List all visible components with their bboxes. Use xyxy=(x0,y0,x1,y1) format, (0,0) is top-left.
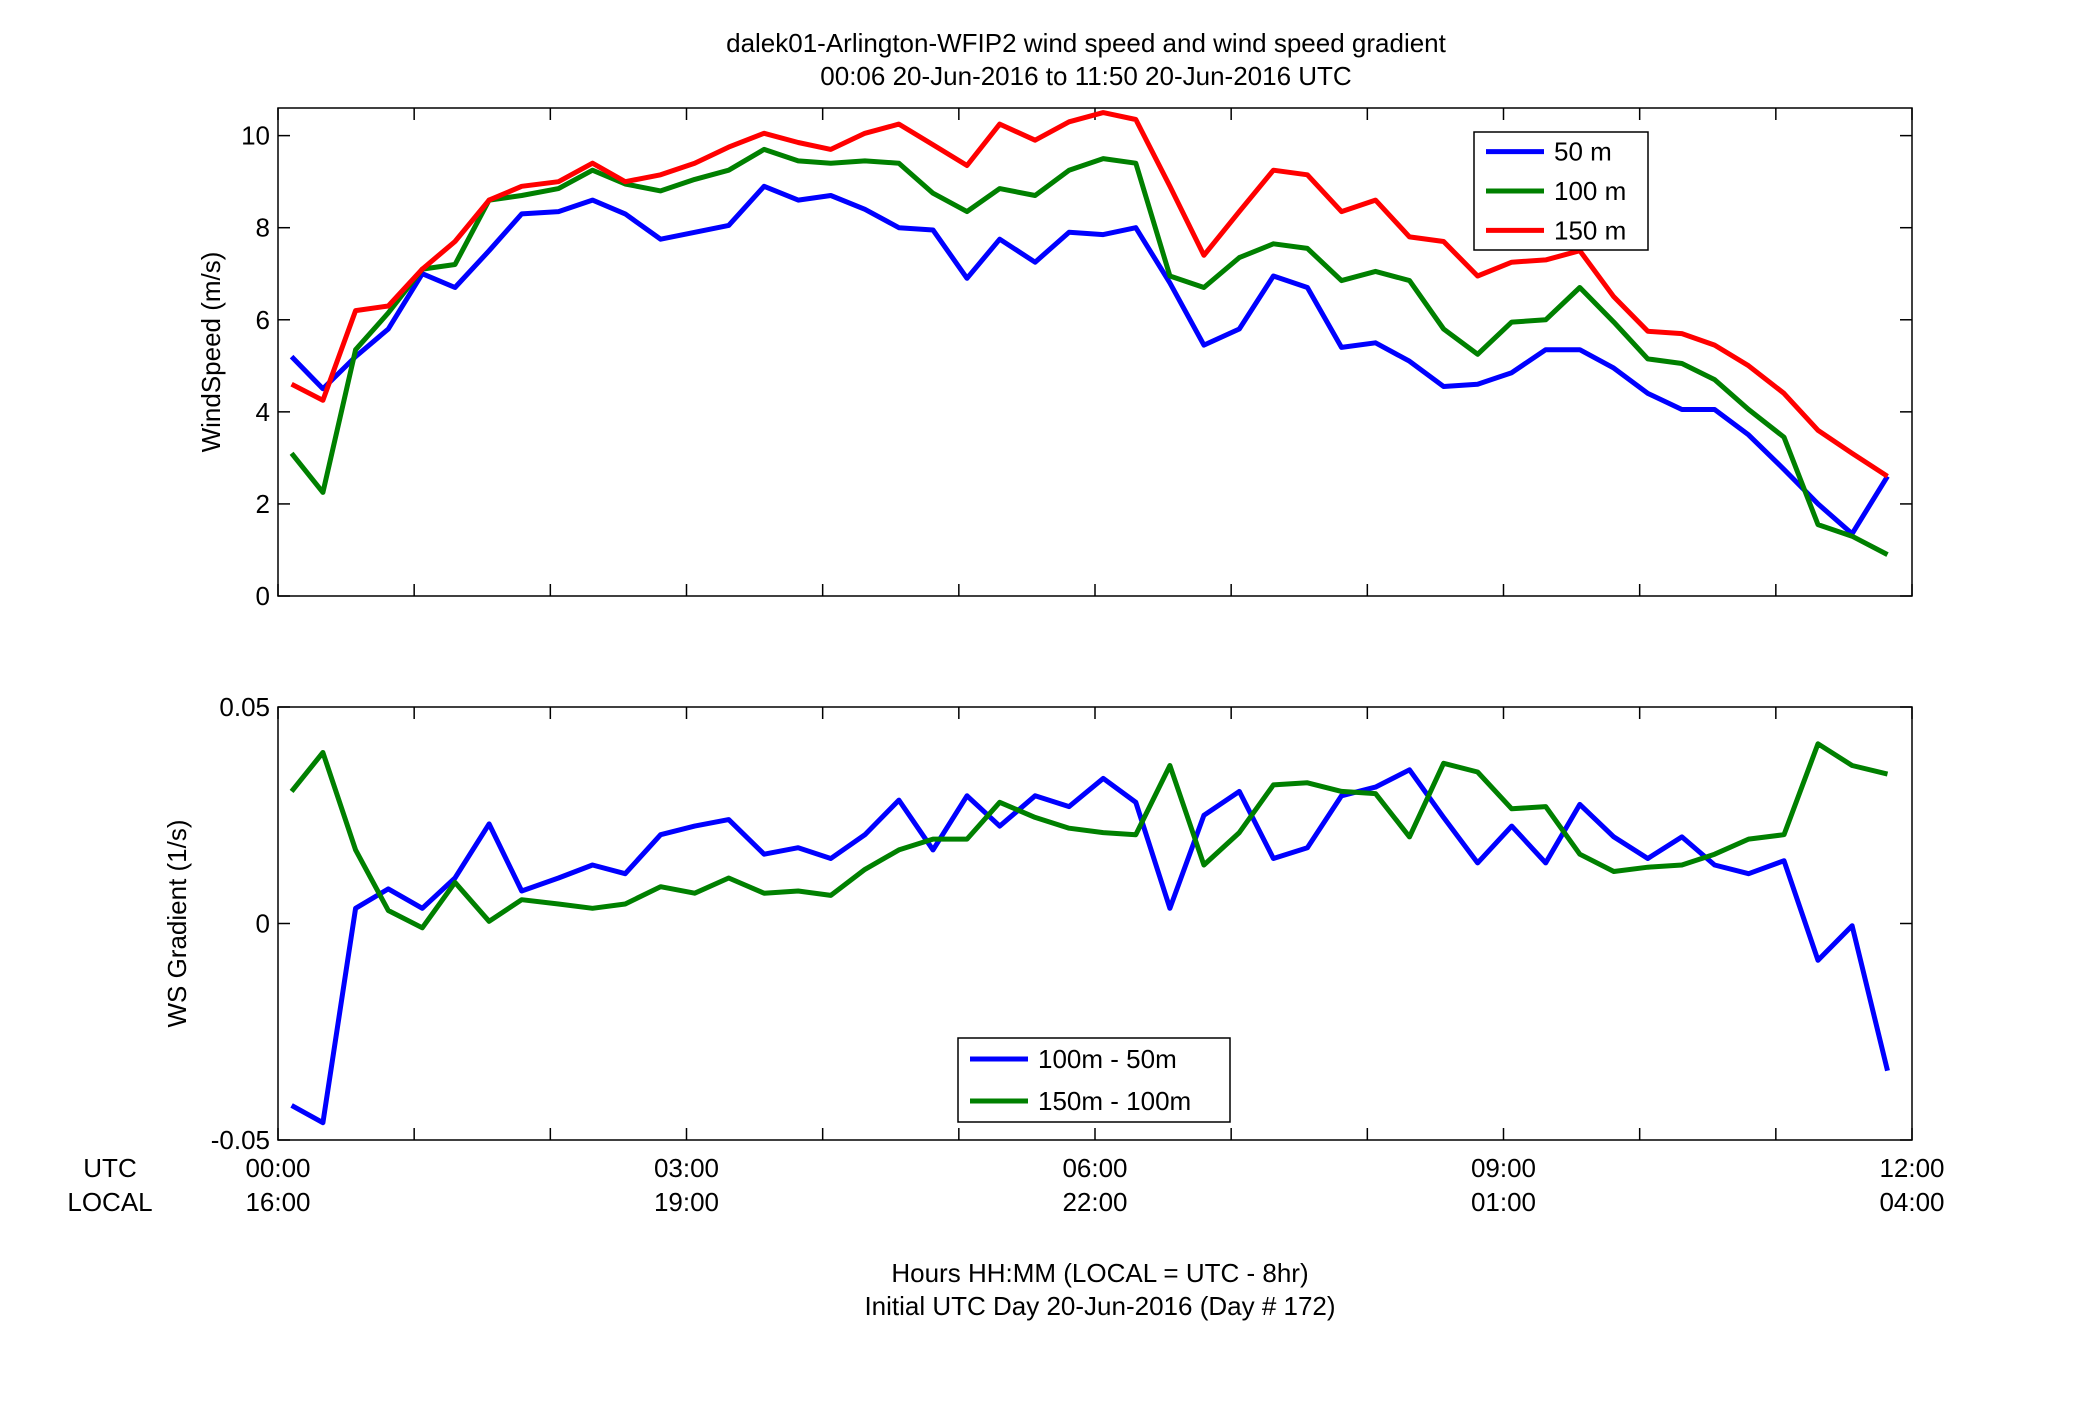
series-line-50-m xyxy=(289,183,1890,537)
y-tick-label: 6 xyxy=(256,305,270,335)
x-tick-label-local: 19:00 xyxy=(654,1187,719,1217)
legend-entry-label: 150m - 100m xyxy=(1038,1086,1191,1116)
gradient-y-tick-labels: -0.05 0 0.05 xyxy=(211,692,270,1155)
series-line-100-m xyxy=(289,146,1889,557)
x-tick-labels: 00:00 16:00 03:00 19:00 06:00 22:00 09:00 01:00… xyxy=(245,1153,1944,1217)
series-line-100m-50m xyxy=(290,767,1890,1126)
wind-speed-y-tick-labels: 0 2 4 6 8 10 xyxy=(241,121,270,611)
y-tick-label: 0.05 xyxy=(219,692,270,722)
y-tick-label: 4 xyxy=(256,397,270,427)
row-label-utc: UTC xyxy=(83,1153,136,1183)
x-tick-label-local: 01:00 xyxy=(1471,1187,1536,1217)
gradient-legend: 100m - 50m 150m - 100m xyxy=(957,1037,1231,1123)
wind-speed-y-axis-label: WindSpeed (m/s) xyxy=(196,252,226,453)
figure-title-line1: dalek01-Arlington-WFIP2 wind speed and w… xyxy=(726,28,1447,58)
wind-speed-legend: 50 m 100 m 150 m xyxy=(1473,131,1649,251)
legend-entry-label: 100m - 50m xyxy=(1038,1044,1177,1074)
x-tick-label-utc: 12:00 xyxy=(1879,1153,1944,1183)
y-tick-label: 10 xyxy=(241,121,270,151)
gradient-axes-frame xyxy=(277,706,1913,1141)
wind-speed-axes-frame xyxy=(277,107,1913,597)
legend-box xyxy=(957,1037,1231,1123)
y-tick-label: 0 xyxy=(256,581,270,611)
wind-speed-panel: 0 2 4 6 8 10 WindSpeed (m/s) 50 m 100 m 150 m xyxy=(196,107,1913,611)
x-axis-label-line1: Hours HH:MM (LOCAL = UTC - 8hr) xyxy=(891,1258,1308,1288)
y-tick-label: 8 xyxy=(256,213,270,243)
x-tick-label-utc: 06:00 xyxy=(1062,1153,1127,1183)
gradient-lines xyxy=(289,741,1890,1126)
x-tick-label-local: 16:00 xyxy=(245,1187,310,1217)
legend-entry-label: 100 m xyxy=(1554,176,1626,206)
series-line-150-m xyxy=(290,110,1889,479)
series-line-150m-100m xyxy=(289,741,1889,931)
y-tick-label: 2 xyxy=(256,489,270,519)
gradient-y-axis-label: WS Gradient (1/s) xyxy=(162,819,192,1027)
wind-speed-lines xyxy=(289,110,1890,557)
figure-title-line2: 00:06 20-Jun-2016 to 11:50 20-Jun-2016 U… xyxy=(820,61,1351,91)
legend-entry-label: 150 m xyxy=(1554,215,1626,245)
legend-entry-label: 50 m xyxy=(1554,137,1612,167)
wind-speed-ticks xyxy=(277,108,1913,597)
y-tick-label: -0.05 xyxy=(211,1125,270,1155)
x-tick-label-utc: 03:00 xyxy=(654,1153,719,1183)
x-axis-label-line2: Initial UTC Day 20-Jun-2016 (Day # 172) xyxy=(864,1291,1335,1321)
row-label-local: LOCAL xyxy=(67,1187,152,1217)
x-tick-label-local: 04:00 xyxy=(1879,1187,1944,1217)
x-tick-label-utc: 00:00 xyxy=(245,1153,310,1183)
y-tick-label: 0 xyxy=(256,909,270,939)
x-tick-label-utc: 09:00 xyxy=(1471,1153,1536,1183)
x-tick-label-local: 22:00 xyxy=(1062,1187,1127,1217)
